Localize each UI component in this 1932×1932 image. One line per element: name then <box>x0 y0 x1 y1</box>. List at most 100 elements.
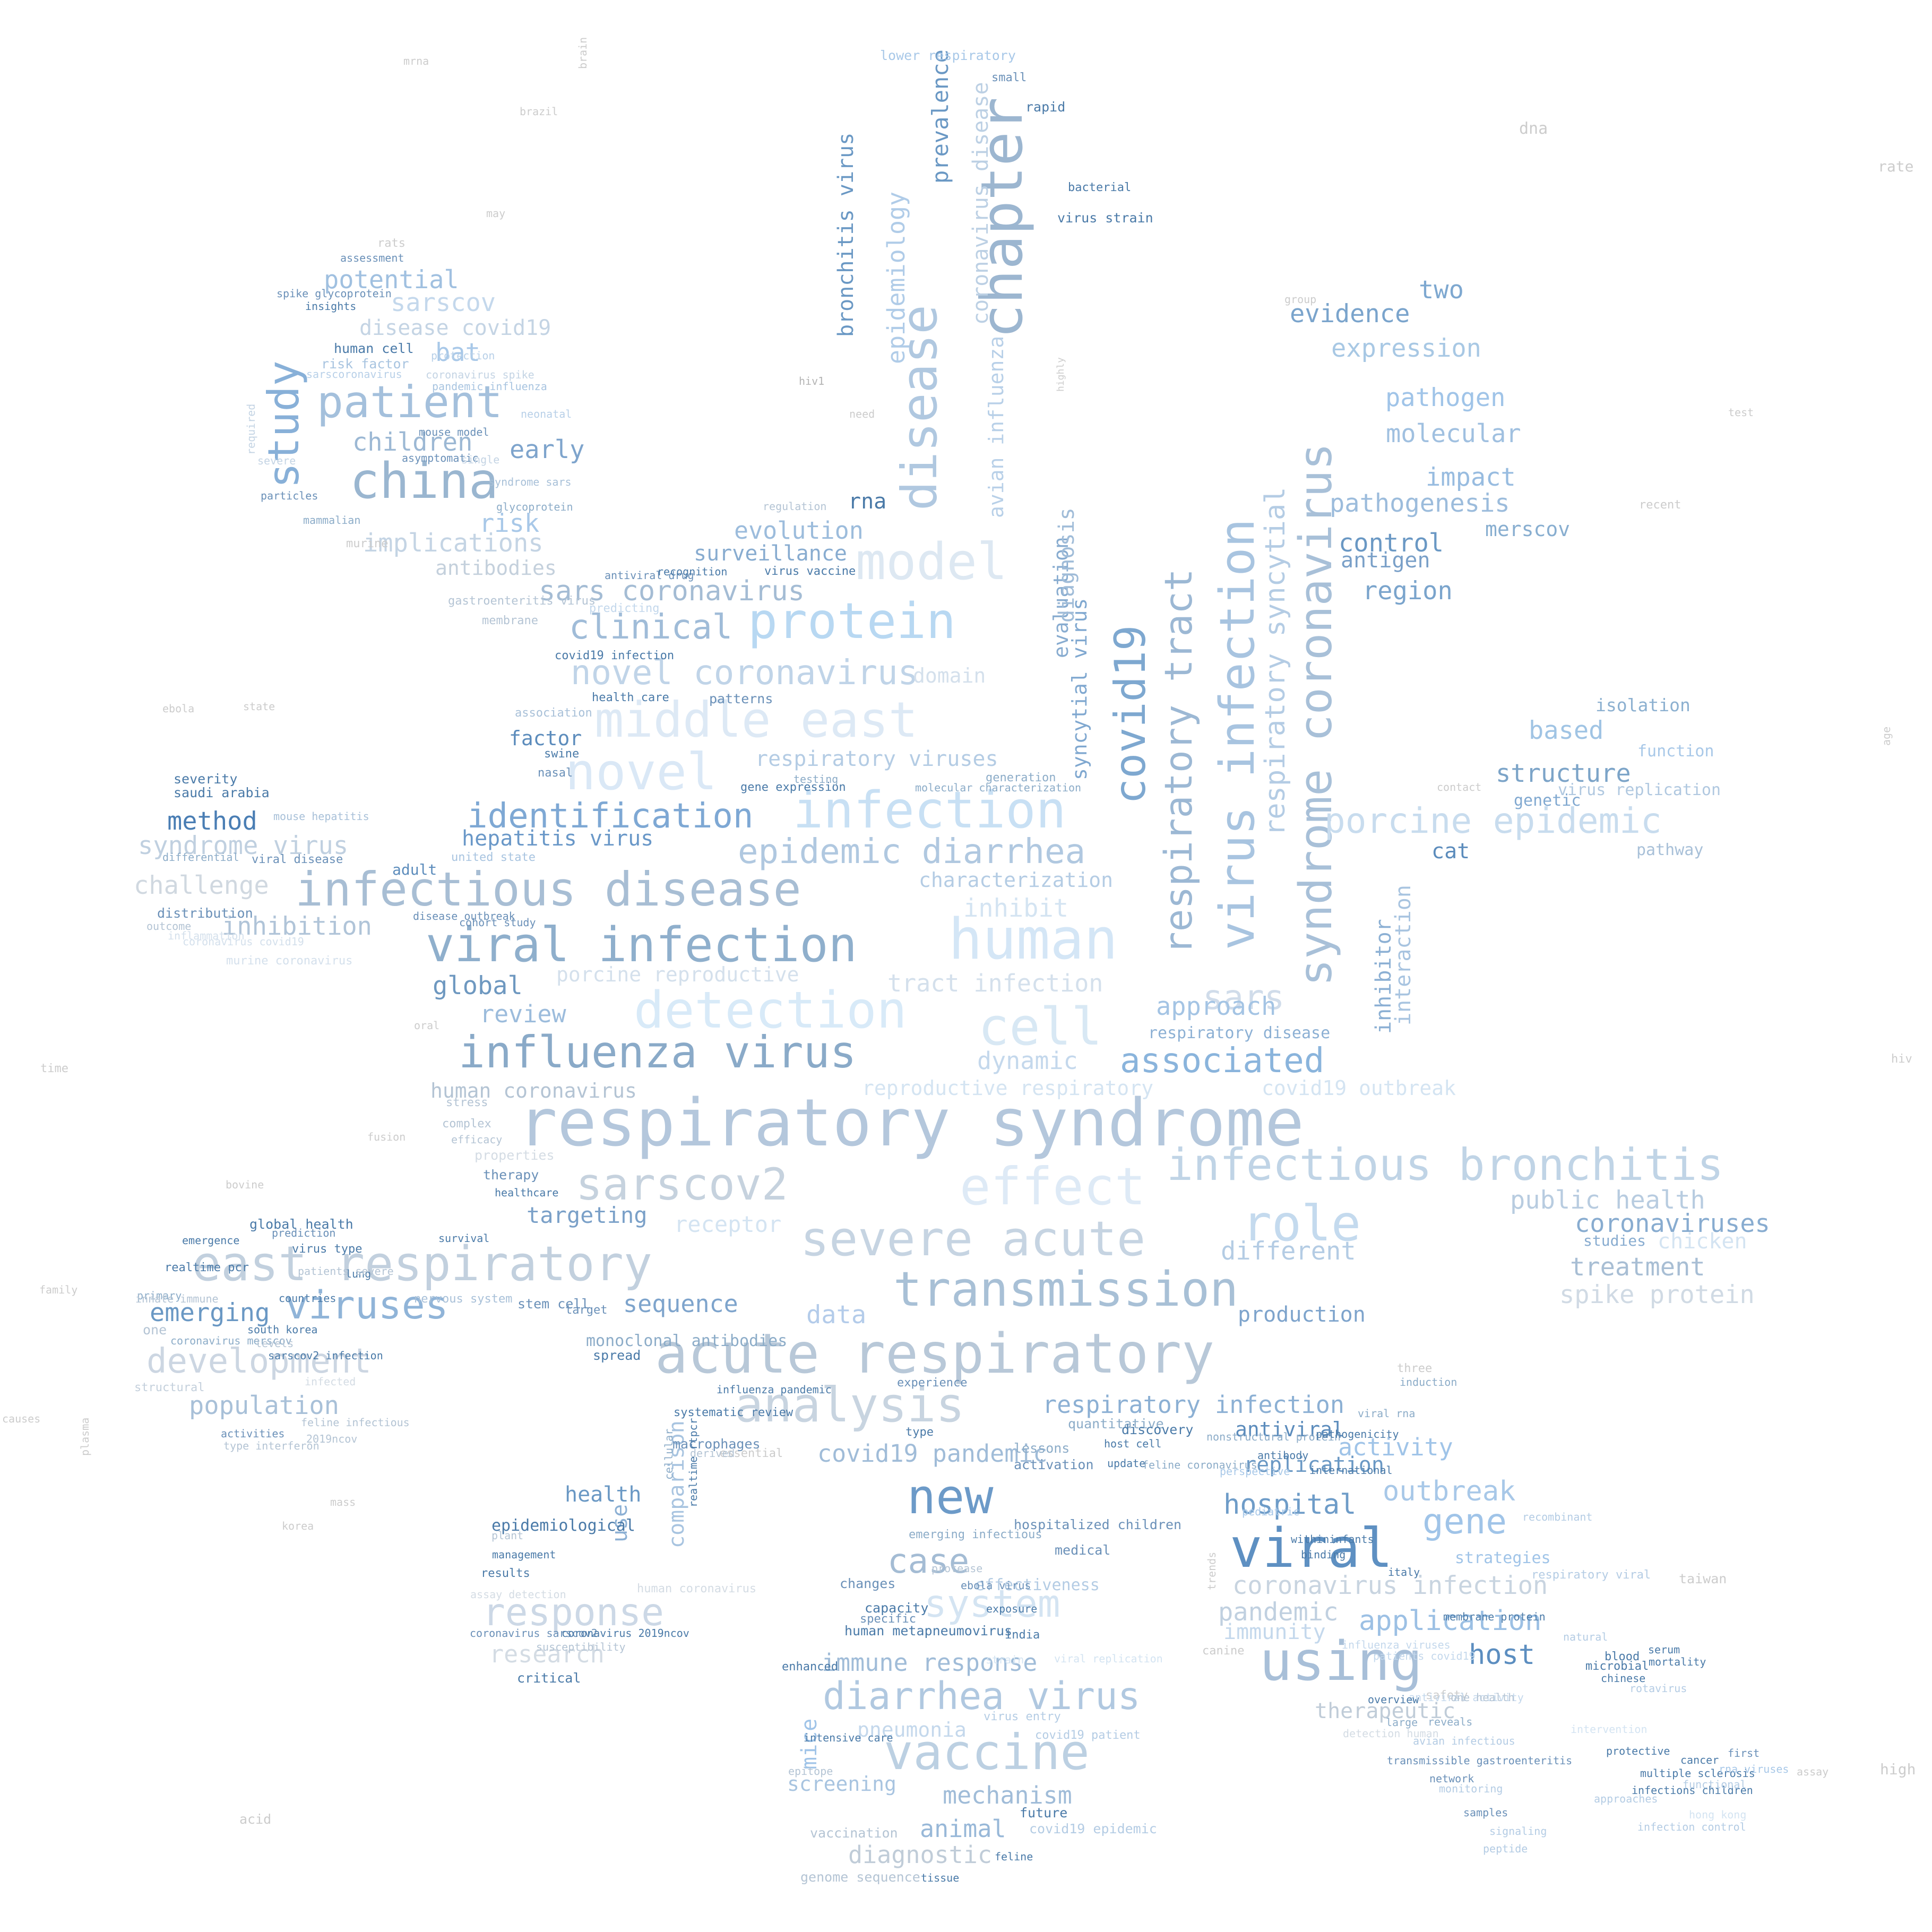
word-rats: rats <box>377 237 406 250</box>
word-pandemic-influenza: pandemic influenza <box>432 380 547 393</box>
word-vaccination: vaccination <box>810 1825 898 1841</box>
word-domain: domain <box>913 664 986 687</box>
word-inflammation: inflammation <box>168 929 245 942</box>
word-receptor: receptor <box>674 1211 782 1237</box>
word-chicken: chicken <box>1658 1229 1747 1254</box>
word-protein: protein <box>748 592 956 650</box>
word-potential: potential <box>324 265 459 295</box>
word-insights: insights <box>305 300 357 313</box>
word-single: single <box>461 453 500 466</box>
word-immunity: immunity <box>1223 1620 1326 1644</box>
word-respiratory-syndrome: respiratory syndrome <box>518 1085 1305 1161</box>
word-hospitalized-children: hospitalized children <box>1014 1517 1182 1532</box>
word-saudi-arabia: saudi arabia <box>174 785 270 800</box>
word-critical: critical <box>517 1670 581 1686</box>
word-united-state: united state <box>451 851 536 864</box>
word-identification: identification <box>467 797 754 836</box>
word-children: children <box>352 428 473 457</box>
word-outcome: outcome <box>146 920 192 933</box>
word-efficacy: efficacy <box>451 1133 503 1146</box>
word-rna-viruses: rna viruses <box>1719 1763 1789 1775</box>
word-ebola: ebola <box>162 702 195 715</box>
word-2019ncov: 2019ncov <box>306 1433 358 1445</box>
word-region: region <box>1362 576 1453 606</box>
word-prediction: prediction <box>272 1227 336 1239</box>
word-one-health: one health <box>1451 1691 1515 1704</box>
word-quantitative: quantitative <box>1068 1416 1164 1431</box>
word-spread: spread <box>593 1348 641 1363</box>
word-rate: rate <box>1878 158 1914 175</box>
word-early: early <box>510 435 585 464</box>
word-genetic: genetic <box>1514 791 1581 810</box>
word-bovine: bovine <box>226 1178 264 1191</box>
word-trends: trends <box>1205 1551 1218 1590</box>
word-experience: experience <box>897 1376 968 1390</box>
word-lessons: lessons <box>1014 1441 1070 1456</box>
word-target: target <box>565 1304 608 1317</box>
word-discovery: discovery <box>1122 1422 1194 1437</box>
word-first: first <box>1728 1747 1760 1760</box>
word-gene-expression: gene expression <box>740 781 846 794</box>
word-protease: protease <box>932 1562 983 1575</box>
word-gastroenteritis-virus: gastroenteritis virus <box>448 594 596 608</box>
word-dna: dna <box>1519 119 1548 138</box>
word-derived: derived <box>690 1447 735 1460</box>
word-brain: brain <box>576 37 589 69</box>
word-syncytial-virus: syncytial virus <box>1068 598 1091 780</box>
word-hiv1: hiv1 <box>799 375 825 387</box>
word-influenza-virus: influenza virus <box>459 1027 857 1078</box>
word-disease-outbreak: disease outbreak <box>413 910 515 922</box>
word-antiviral: antiviral <box>1235 1418 1344 1441</box>
word-intensive-care: intensive care <box>804 1731 893 1744</box>
word-stem-cell: stem cell <box>518 1296 590 1312</box>
word-assay-detection: assay detection <box>470 1588 566 1601</box>
word-case: case <box>887 1542 970 1581</box>
word-infectious-disease: infectious disease <box>295 862 801 917</box>
word-asymptomatic: asymptomatic <box>402 452 479 464</box>
word-feline-coronavirus: feline coronavirus <box>1142 1459 1257 1471</box>
word-data: data <box>806 1300 867 1330</box>
word-countries: countries <box>279 1292 337 1305</box>
word-italy: italy <box>1388 1566 1420 1579</box>
word-detection: detection <box>634 981 907 1040</box>
word-infectious-bronchitis: infectious bronchitis <box>1167 1139 1724 1191</box>
word-china: china <box>350 452 498 510</box>
word-prevalence: prevalence <box>927 49 953 184</box>
word-covid19: covid19 <box>1106 625 1155 804</box>
word-screening: screening <box>787 1772 896 1796</box>
word-vaccine: vaccine <box>884 1724 1090 1781</box>
word-emergence: emergence <box>182 1234 240 1247</box>
word-future: future <box>1020 1805 1068 1821</box>
word-syndrome-sars: syndrome sars <box>488 476 572 488</box>
word-changes: changes <box>840 1576 896 1591</box>
word-porcine-reproductive: porcine reproductive <box>556 963 799 986</box>
word-spike-glycoprotein: spike glycoprotein <box>277 287 392 300</box>
word-nasal: nasal <box>538 766 573 780</box>
word-global: global <box>433 971 523 1000</box>
word-transmission: transmission <box>893 1262 1239 1317</box>
word-viral: viral <box>1230 1517 1393 1580</box>
word-covid19-pandemic: covid19 pandemic <box>817 1439 1048 1468</box>
word-may: may <box>486 207 506 220</box>
word-respiratory-viruses: respiratory viruses <box>755 747 998 771</box>
word-expression: expression <box>1331 334 1481 363</box>
word-east-respiratory: east respiratory <box>192 1236 652 1292</box>
word-viral-replication: viral replication <box>1054 1652 1163 1665</box>
word-health-care: health care <box>592 691 669 704</box>
word-reproductive-respiratory: reproductive respiratory <box>862 1076 1154 1100</box>
word-using: using <box>1260 1630 1423 1693</box>
word-mechanism: mechanism <box>943 1781 1072 1809</box>
word-coronaviruses: coronaviruses <box>1575 1209 1770 1238</box>
word-virus-type: virus type <box>292 1243 363 1256</box>
word-human: human <box>948 907 1118 972</box>
word-induction: induction <box>1400 1376 1457 1388</box>
word-structure: structure <box>1496 759 1631 788</box>
word-therapeutic: therapeutic <box>1315 1699 1455 1723</box>
word-nonstructural-protein: nonstructural protein <box>1206 1430 1341 1443</box>
word-tissue: tissue <box>921 1871 960 1884</box>
word-hiv: hiv <box>1891 1053 1912 1066</box>
word-distribution: distribution <box>157 905 253 921</box>
word-overview: overview <box>1368 1693 1419 1706</box>
word-large: large <box>1386 1716 1418 1729</box>
